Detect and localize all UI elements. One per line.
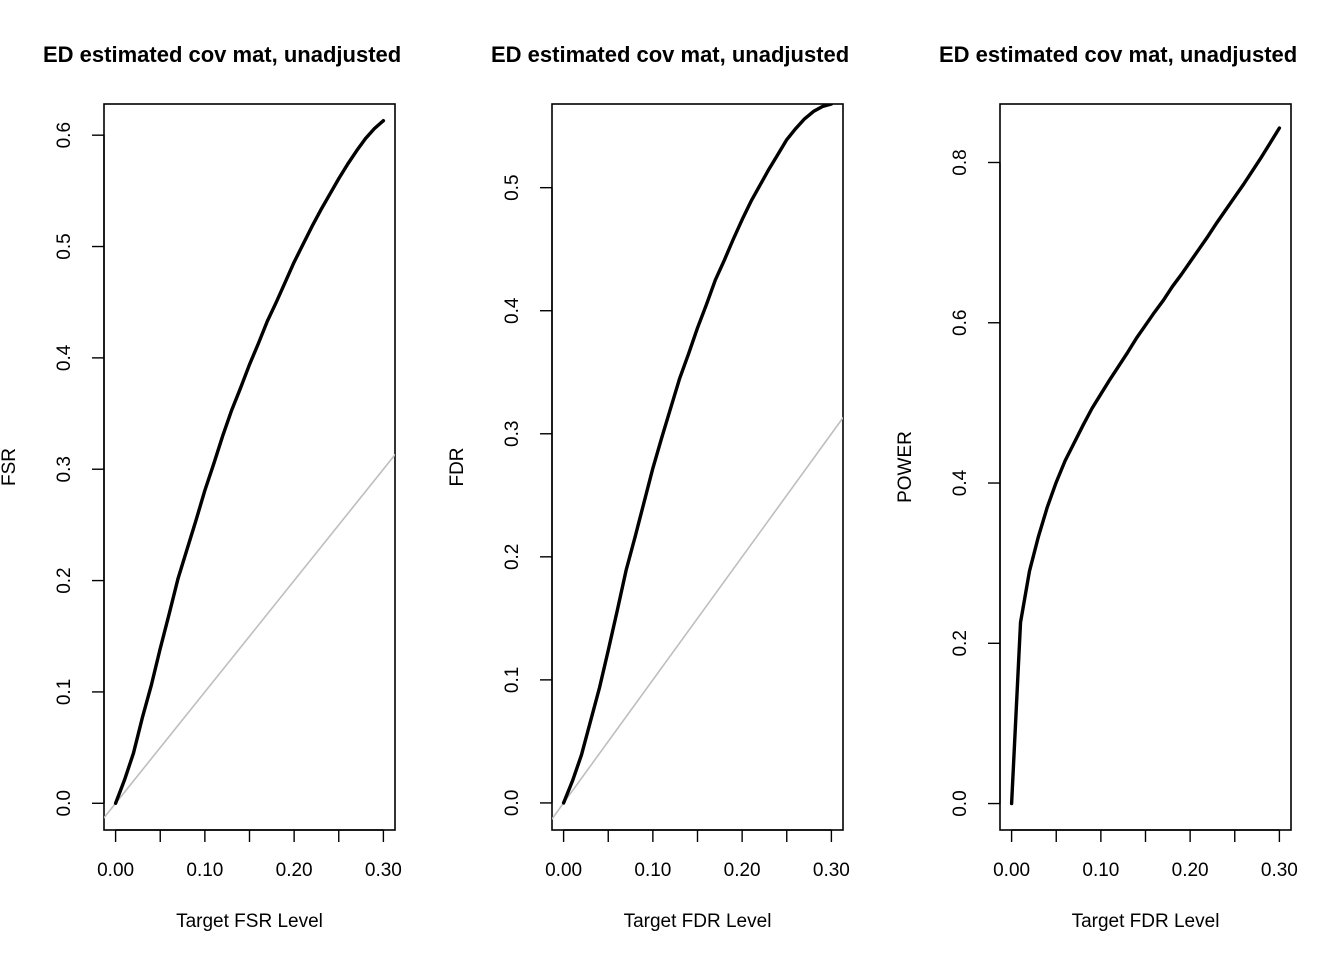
plot-frame (551, 103, 844, 831)
y-tick-label: 0.3 (502, 421, 523, 447)
reference-diagonal-line (552, 416, 843, 820)
chart-panel-3: ED estimated cov mat, unadjusted 0.00 0.10… (895, 42, 1298, 932)
y-tick-label: 0.1 (502, 667, 523, 693)
x-axis-label: Target FDR Level (1072, 911, 1220, 932)
x-tick-label: 0.20 (724, 860, 761, 881)
x-tick-label: 0.00 (545, 860, 582, 881)
y-tick-label: 0.2 (950, 630, 971, 656)
y-axis-label: POWER (895, 431, 916, 503)
y-axis-label: FDR (447, 447, 468, 486)
plot-frame (103, 103, 396, 831)
y-tick-label: 0.3 (54, 456, 75, 482)
chart-title: ED estimated cov mat, unadjusted (491, 42, 849, 67)
series-line (561, 104, 834, 805)
y-tick-label: 0.6 (950, 310, 971, 336)
y-tick-label: 0.0 (950, 790, 971, 816)
plot-frame (999, 103, 1292, 831)
x-tick-label: 0.20 (276, 860, 313, 881)
y-tick-label: 0.0 (502, 790, 523, 816)
series-line (113, 118, 386, 805)
x-tick-label: 0.10 (186, 860, 223, 881)
y-tick-label: 0.8 (950, 149, 971, 175)
y-tick-label: 0.6 (54, 122, 75, 148)
x-tick-label: 0.30 (365, 860, 402, 881)
y-tick-label: 0.4 (54, 344, 75, 371)
y-tick-label: 0.4 (502, 297, 523, 324)
x-tick-label: 0.30 (1261, 860, 1298, 881)
y-tick-label: 0.5 (54, 233, 75, 259)
y-axis-label: FSR (0, 448, 20, 486)
chart-title: ED estimated cov mat, unadjusted (939, 42, 1297, 67)
y-tick-label: 0.4 (950, 469, 971, 496)
x-axis-label: Target FDR Level (624, 911, 772, 932)
y-tick-label: 0.0 (54, 790, 75, 816)
x-tick-label: 0.00 (97, 860, 134, 881)
y-tick-label: 0.2 (502, 544, 523, 570)
x-tick-label: 0.30 (813, 860, 850, 881)
x-tick-label: 0.00 (993, 860, 1030, 881)
x-tick-label: 0.10 (634, 860, 671, 881)
x-axis-label: Target FSR Level (176, 911, 323, 932)
y-tick-label: 0.2 (54, 567, 75, 593)
x-tick-label: 0.10 (1082, 860, 1119, 881)
y-tick-label: 0.1 (54, 679, 75, 705)
x-tick-label: 0.20 (1172, 860, 1209, 881)
series-line (1009, 126, 1282, 806)
reference-diagonal-line (104, 453, 395, 819)
chart-title: ED estimated cov mat, unadjusted (43, 42, 401, 67)
y-tick-label: 0.5 (502, 174, 523, 200)
